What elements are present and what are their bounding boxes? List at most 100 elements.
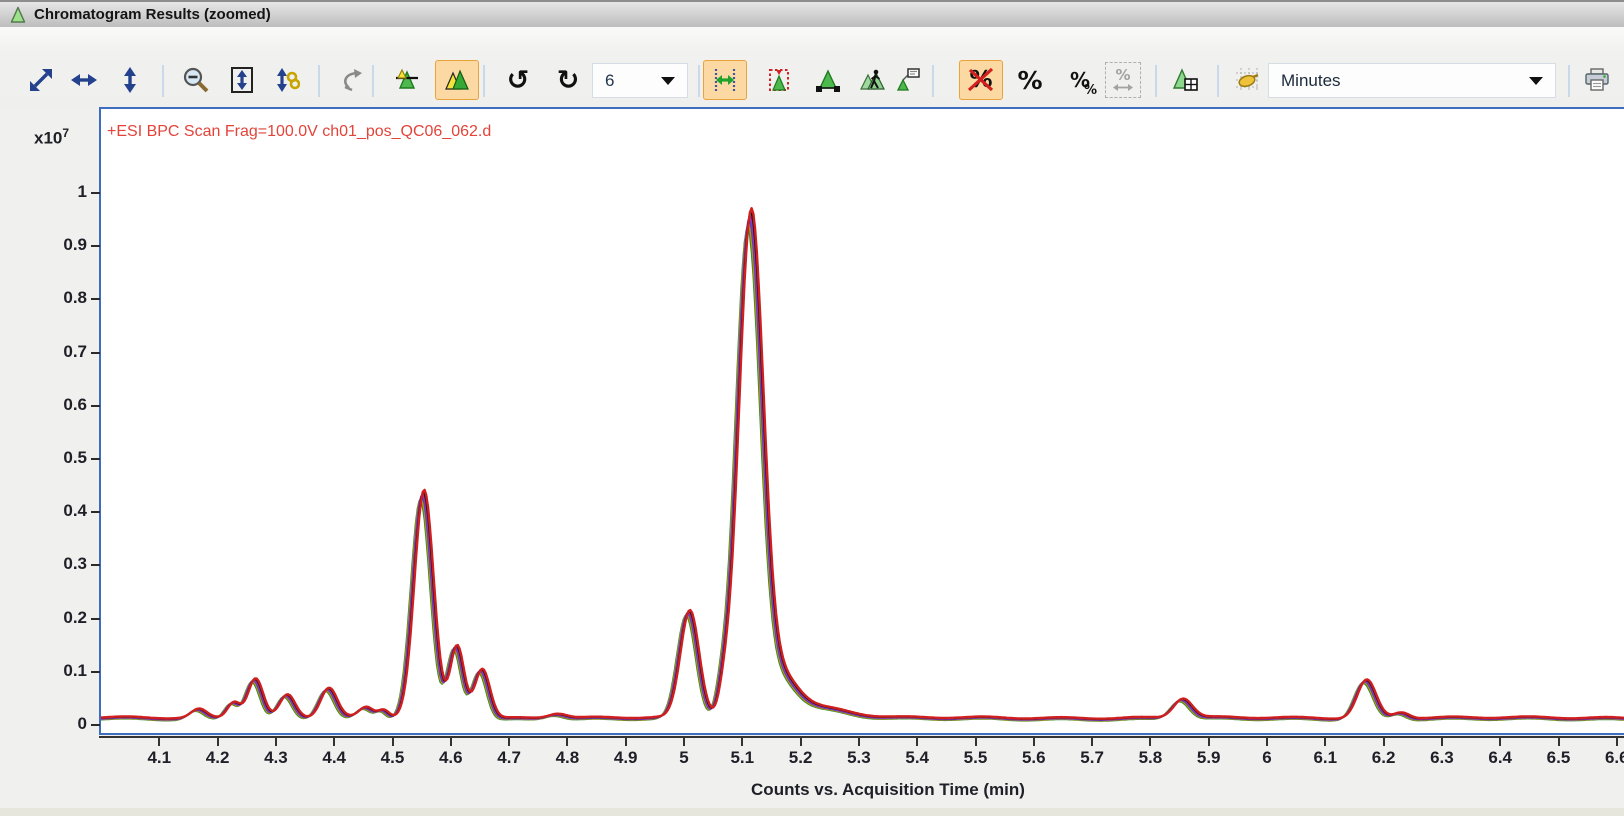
x-tick-label: 6.3 xyxy=(1430,748,1454,767)
x-axis-units-select[interactable]: Minutes xyxy=(1268,63,1556,98)
x-tick-label: 5.3 xyxy=(847,748,871,767)
redo-icon: ↻ xyxy=(556,64,580,96)
x-tick-label: 5.9 xyxy=(1196,748,1221,767)
x-tick-label: 4.9 xyxy=(613,748,638,767)
x-tick-label: 4.2 xyxy=(205,748,230,767)
undo-zoom-button[interactable]: ↺ xyxy=(496,60,540,100)
unzoom-anchor-button[interactable] xyxy=(328,60,372,100)
x-tick-label: 6.2 xyxy=(1371,748,1396,767)
x-tick-label: 4.6 xyxy=(438,748,463,767)
x-tick xyxy=(216,738,219,746)
x-tick xyxy=(1382,738,1385,746)
bottom-strip xyxy=(0,808,1624,816)
x-tick xyxy=(449,738,452,746)
expand-vertical-icon xyxy=(124,67,136,93)
x-tick-label: 5.8 xyxy=(1138,748,1163,767)
y-tick-label: 0.6 xyxy=(63,394,87,414)
y-tick-label: 0.2 xyxy=(63,607,87,627)
x-tick-label: 5 xyxy=(679,748,689,767)
x-tick-label: 5.1 xyxy=(730,748,755,767)
expand-horizontal-button[interactable] xyxy=(62,60,106,100)
y-tick-label: 0 xyxy=(77,714,87,733)
x-range-select-icon xyxy=(714,69,736,91)
x-tick xyxy=(624,738,627,746)
autoscale-y-button[interactable] xyxy=(220,60,264,100)
normalize-icon xyxy=(396,68,418,89)
chromatogram-trace xyxy=(101,215,1624,721)
percent-relative-icon: % xyxy=(1069,68,1091,92)
percent-range-button: % xyxy=(1101,60,1145,100)
x-tick xyxy=(683,738,685,746)
x-tick xyxy=(974,738,977,746)
toolbar-separator xyxy=(1155,65,1157,97)
y-tick xyxy=(91,670,100,673)
x-tick xyxy=(1091,738,1094,746)
print-button[interactable] xyxy=(1575,60,1619,100)
x-tick-label: 6.1 xyxy=(1313,748,1338,767)
x-axis-line xyxy=(99,736,1624,738)
pan-hand-button[interactable] xyxy=(1226,60,1270,100)
x-tick-label: 6.6 xyxy=(1604,748,1624,767)
chromatogram-traces xyxy=(101,206,1624,722)
peak-annotate-button[interactable] xyxy=(886,60,930,100)
x-tick-label: 4.7 xyxy=(497,748,521,767)
normalize-button[interactable] xyxy=(385,60,429,100)
peak-table-button[interactable] xyxy=(1163,60,1207,100)
y-tick-label: 1 xyxy=(77,182,87,201)
x-tick xyxy=(508,738,511,746)
x-tick xyxy=(1324,738,1327,746)
percent-relative-button[interactable]: % % xyxy=(1069,68,1097,98)
y-tick xyxy=(91,404,100,407)
expand-all-button[interactable] xyxy=(19,60,63,100)
x-tick xyxy=(799,738,802,746)
zoom-out-button[interactable] xyxy=(174,60,218,100)
pan-hand-icon xyxy=(1236,68,1260,92)
manual-range-icon xyxy=(769,69,789,91)
chromatogram-toolbar: ↺ ↻ 6 xyxy=(0,27,1624,108)
x-tick-label: 6.5 xyxy=(1546,748,1571,767)
x-tick-label: 5.7 xyxy=(1080,748,1104,767)
chromatogram-trace xyxy=(101,227,1624,722)
chromatogram-plot-area[interactable]: +ESI BPC Scan Frag=100.0V ch01_pos_QC06_… xyxy=(99,107,1624,735)
y-tick-label: 0.3 xyxy=(63,554,87,574)
unzoom-anchor-icon xyxy=(344,69,362,92)
x-range-select-button[interactable] xyxy=(703,60,747,100)
expand-vertical-button[interactable] xyxy=(108,60,152,100)
x-tick-label: 5.4 xyxy=(905,748,929,767)
toolbar-separator xyxy=(483,65,485,97)
x-tick xyxy=(158,738,161,746)
toolbar-separator xyxy=(932,65,934,97)
y-tick xyxy=(91,564,100,567)
x-tick xyxy=(391,738,394,746)
zoom-history-value: 6 xyxy=(605,70,615,90)
chromatogram-trace xyxy=(101,206,1624,720)
autoscale-linked-button[interactable] xyxy=(264,60,308,100)
overlay-spectra-button[interactable] xyxy=(435,60,479,100)
percent-off-button[interactable]: % xyxy=(959,60,1003,100)
peak-table-icon xyxy=(1172,68,1198,91)
zoom-history-select[interactable]: 6 xyxy=(592,63,688,98)
toolbar-separator xyxy=(318,65,320,97)
chromatogram-trace xyxy=(101,219,1624,721)
trace-annotation: +ESI BPC Scan Frag=100.0V ch01_pos_QC06_… xyxy=(107,123,492,140)
toolbar-separator xyxy=(698,65,700,97)
red-x-icon xyxy=(967,67,994,92)
y-tick xyxy=(91,192,100,194)
x-tick-label: 4.1 xyxy=(147,748,172,767)
x-tick xyxy=(566,738,569,746)
redo-zoom-button[interactable]: ↻ xyxy=(546,60,590,100)
expand-horizontal-icon xyxy=(71,74,97,86)
x-tick-label: 4.4 xyxy=(322,748,346,767)
y-tick xyxy=(91,724,100,726)
y-tick-label: 0.5 xyxy=(63,448,87,467)
x-tick-label: 6.4 xyxy=(1488,748,1512,767)
peak-integrate-button[interactable] xyxy=(806,60,850,100)
y-tick xyxy=(91,245,100,248)
percent-button[interactable]: % xyxy=(1008,60,1052,100)
y-tick xyxy=(91,617,100,620)
manual-range-button[interactable] xyxy=(757,60,801,100)
x-tick xyxy=(1499,738,1502,746)
x-tick xyxy=(333,738,336,746)
peak-walk-button[interactable] xyxy=(850,60,894,100)
